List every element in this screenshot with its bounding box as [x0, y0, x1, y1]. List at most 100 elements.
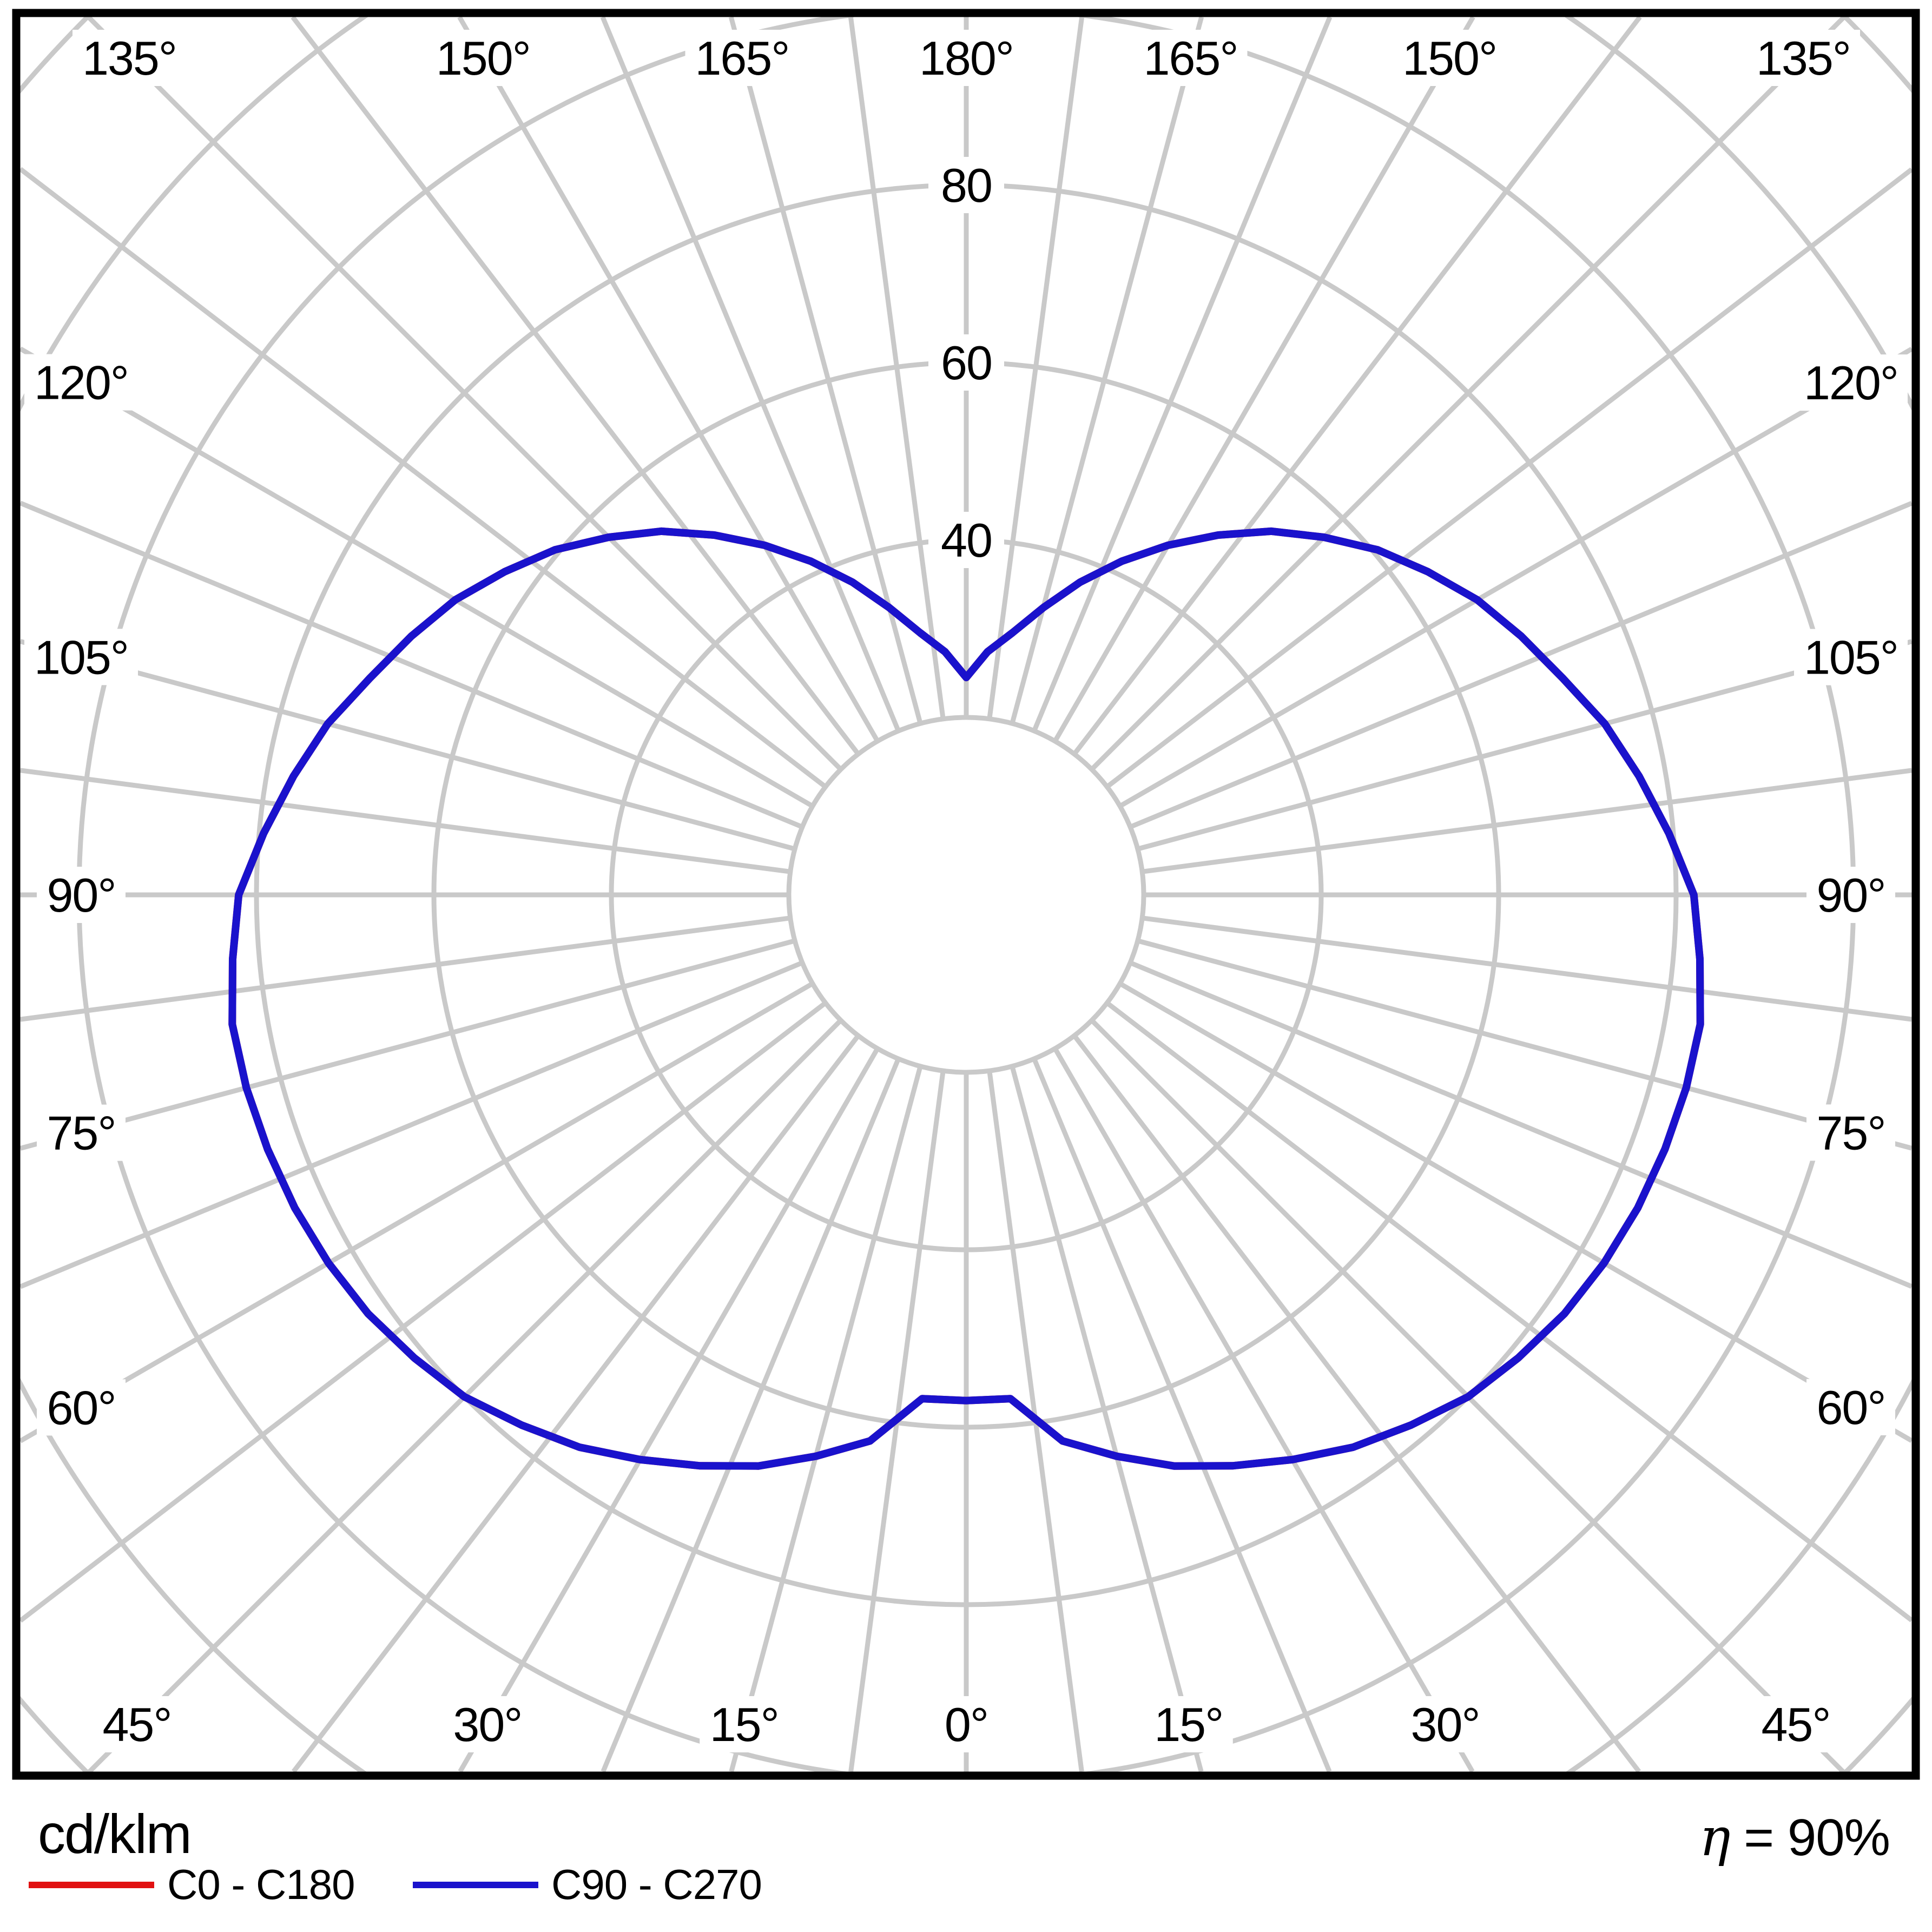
angle-label-150-right: 150° — [1402, 31, 1496, 85]
grid-spoke — [1032, 1058, 1332, 1772]
grid-ring-20 — [786, 715, 1146, 1075]
legend-swatch-blue-line — [413, 1881, 538, 1888]
angle-label-30-left: 30° — [453, 1698, 522, 1751]
grid-spoke — [729, 1065, 923, 1772]
grid-spoke — [20, 639, 796, 852]
angle-label-bg — [1393, 30, 1507, 86]
grid-spoke — [1105, 1001, 1912, 1623]
angle-label-bg — [72, 30, 186, 86]
grid-spoke — [20, 768, 791, 874]
angle-label-bg — [1806, 867, 1895, 923]
grid-spoke — [1142, 768, 1912, 874]
grid-spoke — [601, 1058, 901, 1772]
ring-label-60: 60 — [941, 336, 992, 390]
angle-label-bg — [934, 1696, 998, 1752]
grid-spoke — [20, 167, 827, 789]
grid-spoke — [20, 938, 796, 1151]
angle-label-bg — [1401, 1696, 1490, 1752]
grid-spoke — [20, 346, 814, 808]
angle-label-90-left: 90° — [47, 868, 115, 922]
angle-label-135-right: 135° — [1756, 31, 1850, 85]
legend-item-c90-c270: C90 - C270 — [413, 1860, 762, 1909]
grid-spoke — [1105, 167, 1912, 789]
angle-label-150-left: 150° — [436, 31, 530, 85]
angle-label-135-left: 135° — [82, 31, 176, 85]
angle-label-bg — [685, 30, 799, 86]
grid-spoke — [1129, 960, 1912, 1289]
units-label: cd/klm — [38, 1803, 192, 1865]
angle-label-bg — [24, 354, 138, 411]
angle-label-15-left: 15° — [710, 1698, 779, 1751]
angle-label-bg — [37, 867, 126, 923]
efficiency-label: η = 90% — [1699, 1807, 1890, 1868]
angle-label-120-right: 120° — [1804, 356, 1898, 410]
grid-spoke — [291, 1034, 860, 1772]
grid-spoke — [20, 981, 814, 1443]
angle-label-bg — [1144, 1696, 1233, 1752]
angle-label-bg — [1806, 1379, 1895, 1435]
angle-label-bg — [37, 1104, 126, 1161]
angle-label-45-right: 45° — [1761, 1698, 1830, 1751]
angle-label-bg — [37, 1379, 126, 1436]
grid-spoke — [20, 960, 803, 1289]
grid-spoke — [728, 17, 923, 724]
angle-label-bg — [1751, 1696, 1840, 1752]
angle-label-75-right: 75° — [1816, 1106, 1885, 1159]
grid-spoke — [1032, 17, 1333, 732]
angle-label-bg — [1806, 1104, 1895, 1161]
legend-label-c90-c270: C90 - C270 — [551, 1861, 762, 1908]
angle-label-165-right: 165° — [1144, 31, 1238, 85]
angle-labels: 0° 15° 15° 30° 30° 45° 45° 60° 60° 75° 75° 90° 90° 10… — [24, 30, 1908, 1752]
grid-spoke — [1072, 1034, 1641, 1772]
grid-spoke — [1053, 1047, 1475, 1772]
grid-spoke — [1118, 347, 1912, 808]
grid-spoke — [848, 17, 946, 720]
grid-spoke — [1053, 17, 1475, 743]
intensity-curves — [228, 527, 1704, 1470]
angle-label-90-right: 90° — [1816, 868, 1885, 922]
chart-frame — [12, 9, 1920, 1780]
ring-label-bg — [928, 334, 1004, 391]
grid-spoke — [1142, 915, 1912, 1022]
grid-spoke — [20, 500, 803, 829]
angle-label-165-left: 165° — [695, 31, 789, 85]
angle-label-15-right: 15° — [1154, 1698, 1223, 1751]
grid-spoke — [291, 17, 860, 756]
eta-symbol: η — [1699, 1807, 1731, 1868]
grid-spoke — [1010, 17, 1204, 724]
grid-spoke — [1137, 639, 1912, 852]
ring-label-bg — [928, 512, 1004, 568]
ring-label-bg — [928, 157, 1004, 213]
grid-spoke — [457, 17, 880, 743]
grid-spoke — [20, 915, 791, 1022]
legend-swatch-red-line — [29, 1881, 154, 1888]
angle-label-bg — [700, 1696, 789, 1752]
grid-spoke — [1129, 501, 1912, 829]
grid-spoke — [458, 1047, 880, 1772]
angle-label-bg — [1794, 354, 1908, 411]
ring-label-80: 80 — [941, 159, 992, 212]
eta-value: = 90% — [1730, 1809, 1890, 1867]
legend-item-c0-c180: C0 - C180 — [29, 1860, 355, 1909]
grid-spoke — [1090, 17, 1846, 772]
angle-label-60-right: 60° — [1816, 1381, 1885, 1434]
angle-label-45-left: 45° — [102, 1698, 171, 1751]
legend-label-c0-c180: C0 - C180 — [167, 1861, 355, 1908]
ring-label-40: 40 — [941, 513, 992, 567]
angle-label-105-right: 105° — [1804, 631, 1898, 684]
angle-label-bg — [1746, 30, 1860, 86]
angle-label-bg — [93, 1696, 181, 1752]
angle-label-180-right: 180° — [919, 31, 1013, 85]
angle-label-bg — [909, 30, 1023, 86]
curve-C90-C270 — [228, 527, 1704, 1470]
grid-spoke — [1072, 17, 1642, 756]
grid-spoke — [1118, 981, 1912, 1443]
angle-label-0-right: 0° — [945, 1698, 988, 1751]
ring-labels: 40 60 80 — [928, 157, 1004, 568]
grid-spoke — [1010, 1065, 1204, 1772]
angle-label-75-left: 75° — [47, 1106, 115, 1160]
grid-spoke — [87, 17, 843, 772]
grid-spoke — [987, 17, 1085, 720]
